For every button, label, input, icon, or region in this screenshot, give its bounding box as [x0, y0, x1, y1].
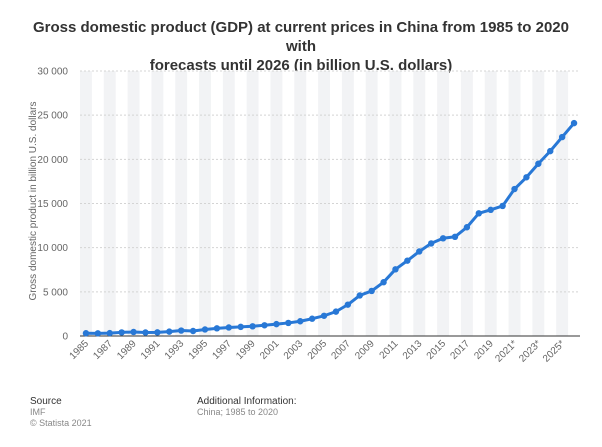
data-point-2002	[285, 319, 292, 327]
data-point-2011	[392, 266, 399, 273]
data-point-2014	[427, 240, 435, 247]
data-point-2008	[356, 292, 363, 299]
x-axis-ticks: 1985 1987 1989 1991 1993 1995 1997 1999 2001 2003…	[68, 338, 568, 365]
y-axis-ticks: 0 5 000 10 000 15 000 20 000 25 000 30 000	[37, 67, 68, 343]
band-2025*	[556, 71, 569, 336]
x-tick-label: 2009	[353, 338, 377, 362]
chart-title-line-2: forecasts until 2026 (in billion U.S. do…	[149, 57, 453, 74]
band-2015	[437, 71, 450, 336]
x-tick-label: 1987	[91, 338, 115, 362]
series-points	[82, 119, 578, 337]
x-tick-label: 2001	[258, 338, 282, 362]
data-point-1997	[225, 324, 233, 331]
x-tick-label: 2011	[378, 338, 401, 361]
source-block: Source IMF © Statista 2021	[30, 396, 92, 429]
x-tick-label: 1997	[210, 338, 234, 362]
data-point-1988	[118, 329, 125, 336]
data-point-2017	[463, 224, 471, 231]
data-point-1986	[94, 330, 102, 337]
band-2019	[484, 71, 497, 336]
x-tick-label: 1993	[163, 338, 187, 362]
data-point-1996	[213, 325, 221, 332]
data-point-2003	[297, 318, 304, 325]
x-tick-label: 1991	[139, 338, 163, 362]
data-point-2013	[416, 248, 423, 255]
x-tick-label: 2013	[401, 338, 425, 362]
source-name: IMF	[30, 407, 46, 417]
x-tick-label: 2021*	[493, 338, 519, 364]
data-point-2016	[451, 233, 459, 241]
x-tick-label: 1989	[115, 338, 139, 362]
y-tick-label: 25 000	[37, 111, 68, 122]
x-tick-label: 2015	[425, 338, 449, 362]
x-tick-label: 2025*	[541, 338, 567, 364]
y-tick-label: 5 000	[43, 287, 68, 298]
data-point-2015	[439, 235, 447, 242]
band-2017	[460, 71, 473, 336]
y-tick-label: 15 000	[37, 199, 68, 210]
y-axis-label: Gross domestic product in billion U.S. d…	[28, 102, 39, 301]
data-point-1985	[82, 330, 90, 337]
x-tick-label: 2005	[306, 338, 330, 362]
data-point-2005	[320, 312, 328, 319]
additional-text: China; 1985 to 2020	[197, 407, 279, 417]
data-point-1990	[142, 329, 149, 336]
data-point-1994	[189, 327, 197, 335]
gridlines	[80, 70, 580, 293]
data-point-1998	[237, 323, 244, 331]
data-point-1992	[166, 328, 173, 335]
data-point-1993	[177, 327, 185, 334]
x-tick-label: 2023*	[517, 338, 543, 364]
band-2021*	[508, 71, 521, 336]
data-point-1989	[130, 328, 137, 336]
x-tick-label: 2017	[449, 338, 473, 362]
data-point-2023*	[535, 160, 542, 167]
band-2013	[413, 71, 426, 336]
data-point-1991	[154, 329, 161, 336]
data-point-2004	[308, 315, 316, 322]
source-heading: Source	[30, 396, 62, 407]
data-point-2022*	[523, 174, 530, 181]
x-tick-label: 1995	[187, 338, 211, 362]
data-point-2001	[273, 320, 280, 328]
data-point-2006	[332, 308, 340, 315]
y-tick-label: 20 000	[37, 155, 68, 166]
data-point-2010	[380, 279, 387, 286]
data-point-1987	[106, 329, 113, 337]
data-point-2012	[404, 257, 411, 264]
x-tick-label: 1985	[68, 338, 92, 362]
copyright: © Statista 2021	[30, 418, 92, 428]
data-point-2018	[475, 210, 483, 217]
additional-info-block: Additional Information: China; 1985 to 2…	[197, 396, 297, 418]
data-point-2007	[344, 301, 352, 308]
data-point-2026*	[570, 119, 578, 127]
data-point-2024*	[547, 147, 554, 155]
y-tick-label: 10 000	[37, 243, 68, 254]
data-point-2021*	[511, 185, 518, 193]
data-point-2009	[368, 287, 375, 295]
data-point-2020	[499, 202, 506, 210]
chart-title-line-1: Gross domestic product (GDP) at current …	[33, 19, 569, 55]
y-tick-label: 30 000	[37, 67, 68, 78]
data-point-2000	[261, 322, 268, 329]
data-point-1999	[249, 323, 256, 330]
band-2011	[389, 71, 402, 336]
data-point-1995	[201, 326, 209, 333]
band-2009	[365, 71, 378, 336]
data-point-2019	[487, 206, 494, 214]
data-point-2025*	[558, 133, 566, 141]
additional-heading: Additional Information:	[197, 396, 297, 407]
x-tick-label: 1999	[234, 338, 258, 362]
band-2007	[341, 71, 354, 336]
x-tick-label: 2019	[472, 338, 496, 362]
x-tick-label: 2003	[282, 338, 306, 362]
band-2023*	[532, 71, 545, 336]
x-tick-label: 2007	[329, 338, 353, 362]
y-tick-label: 0	[62, 332, 68, 343]
chart-title: Gross domestic product (GDP) at current …	[20, 18, 582, 75]
